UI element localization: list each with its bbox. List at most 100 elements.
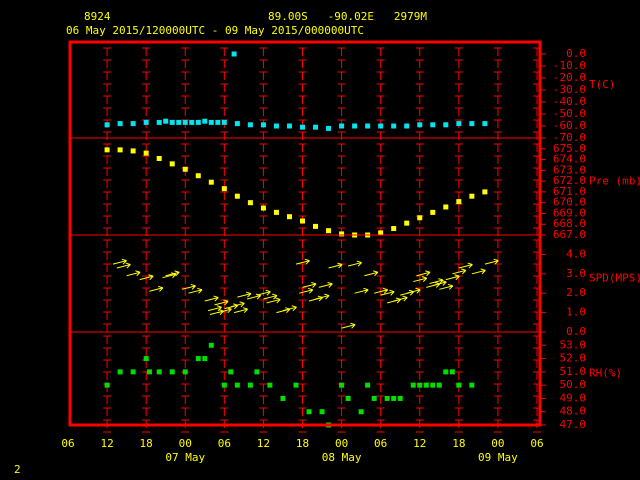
wind-arrow — [165, 270, 180, 277]
point — [339, 123, 345, 129]
point — [371, 395, 377, 401]
point — [143, 119, 149, 125]
y-tick-label: 2.0 — [566, 286, 586, 299]
y-tick-label: -40.0 — [553, 95, 586, 108]
y-tick-label: 670.0 — [553, 196, 586, 209]
panel-label: RH(%) — [589, 367, 622, 380]
wind-arrow — [207, 305, 222, 312]
grid-tick — [220, 47, 229, 433]
point — [345, 395, 351, 401]
point — [482, 189, 488, 195]
x-tick-label: 00 — [179, 437, 192, 450]
wind-arrow — [315, 293, 330, 300]
point — [430, 382, 436, 388]
wind-arrow — [471, 268, 486, 275]
point — [417, 382, 423, 388]
point — [326, 125, 332, 131]
wind-arrow — [112, 258, 127, 265]
point — [404, 123, 410, 129]
point — [247, 382, 253, 388]
point — [410, 382, 416, 388]
x-tick-label: 18 — [296, 437, 309, 450]
wind-arrow — [116, 262, 131, 269]
point — [443, 204, 449, 210]
point — [169, 161, 175, 167]
wind-arrow — [393, 295, 408, 302]
point — [430, 209, 436, 215]
grid-tick — [533, 47, 541, 433]
point — [404, 220, 410, 226]
point — [234, 193, 240, 199]
point — [195, 356, 201, 362]
y-tick-label: -30.0 — [553, 83, 586, 96]
point — [423, 382, 429, 388]
grid-tick — [103, 47, 112, 433]
wind-arrow — [233, 307, 249, 314]
date-label: 07 May — [165, 451, 205, 464]
y-tick-label: 673.0 — [553, 163, 586, 176]
point — [300, 124, 305, 130]
wind-arrow — [406, 287, 421, 294]
panel-label: Pre (mb) — [589, 175, 640, 188]
date-label: 08 May — [322, 451, 362, 464]
point — [280, 395, 286, 401]
point — [313, 223, 319, 229]
wind-arrow — [149, 285, 164, 292]
point — [293, 382, 299, 388]
point — [208, 179, 214, 185]
point — [117, 147, 123, 153]
wind-arrow — [302, 282, 317, 288]
point — [319, 409, 325, 415]
y-tick-label: -20.0 — [553, 71, 586, 84]
wind-arrow — [263, 293, 278, 300]
wind-arrow — [452, 268, 467, 275]
point — [306, 409, 312, 415]
point — [156, 119, 162, 125]
location: 89.00S -90.02E 2979M — [268, 10, 427, 23]
point — [130, 148, 136, 154]
point — [339, 382, 345, 388]
wind-arrow — [341, 322, 356, 329]
frame — [68, 40, 542, 427]
point — [352, 123, 358, 129]
y-tick-label: -10.0 — [553, 59, 586, 72]
y-tick-label: 53.0 — [560, 338, 587, 351]
y-tick-label: 669.0 — [553, 206, 586, 219]
point — [104, 147, 110, 153]
x-tick-label: 06 — [61, 437, 74, 450]
point — [260, 122, 266, 128]
y-tick-label: 47.0 — [560, 418, 587, 431]
x-tick-label: 12 — [100, 437, 113, 450]
grid-tick — [454, 47, 463, 433]
wind-arrow — [204, 295, 219, 302]
point — [300, 218, 305, 224]
x-tick-label: 00 — [491, 437, 504, 450]
point — [169, 369, 175, 375]
wind-arrow — [445, 274, 460, 281]
point — [469, 121, 475, 127]
y-tick-label: 4.0 — [566, 247, 586, 260]
point — [430, 122, 436, 128]
wind-arrow — [188, 287, 203, 294]
x-tick-label: 06 — [374, 437, 387, 450]
point — [247, 200, 253, 206]
point — [456, 382, 462, 388]
point — [117, 369, 123, 375]
wind-arrow — [432, 280, 447, 286]
point — [397, 395, 403, 401]
y-tick-label: 668.0 — [553, 217, 586, 230]
y-tick-label: 675.0 — [553, 142, 586, 155]
point — [169, 119, 175, 125]
panel-label: T(C) — [589, 78, 616, 91]
wind-arrow — [318, 282, 333, 288]
point — [391, 226, 397, 232]
y-tick-label: 52.0 — [560, 352, 587, 365]
point — [247, 122, 253, 128]
panel-label: SPD(MPS) — [589, 272, 640, 285]
point — [221, 382, 227, 388]
point — [156, 155, 162, 161]
x-tick-label: 06 — [218, 437, 231, 450]
point — [456, 199, 462, 205]
